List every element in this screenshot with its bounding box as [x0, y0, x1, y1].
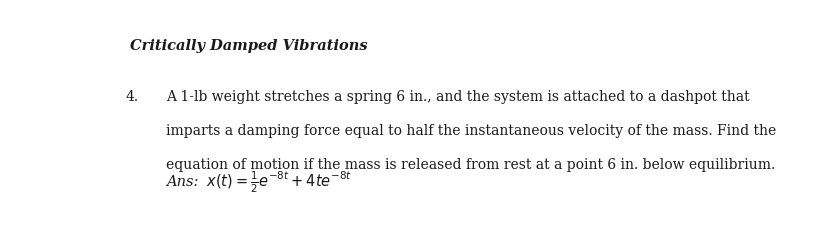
Text: Critically Damped Vibrations: Critically Damped Vibrations — [131, 39, 368, 53]
Text: imparts a damping force equal to half the instantaneous velocity of the mass. Fi: imparts a damping force equal to half th… — [166, 123, 776, 137]
Text: $x(t) = \frac{1}{2}e^{-8t} + 4te^{-8t}$: $x(t) = \frac{1}{2}e^{-8t} + 4te^{-8t}$ — [206, 169, 351, 194]
Text: A 1-lb weight stretches a spring 6 in., and the system is attached to a dashpot : A 1-lb weight stretches a spring 6 in., … — [166, 89, 749, 103]
Text: 4.: 4. — [126, 89, 139, 103]
Text: equation of motion if the mass is released from rest at a point 6 in. below equi: equation of motion if the mass is releas… — [166, 157, 775, 171]
Text: Ans:: Ans: — [166, 175, 203, 189]
